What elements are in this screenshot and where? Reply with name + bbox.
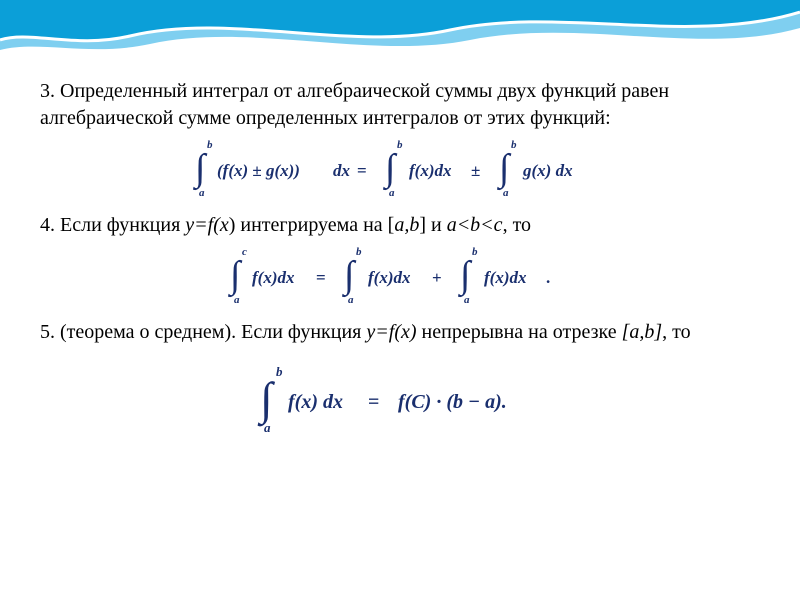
svg-text:a: a: [348, 294, 354, 305]
svg-text:=: =: [357, 161, 367, 180]
property-4-text: 4. Если функция y=f(x) интегрируема на […: [40, 212, 760, 239]
property-3-text: 3. Определенный интеграл от алгебраическ…: [40, 78, 760, 132]
svg-text:b: b: [207, 139, 213, 151]
svg-text:∫: ∫: [383, 147, 398, 191]
p4-cond: a<b<c: [447, 214, 503, 236]
svg-text:∫: ∫: [497, 147, 512, 191]
svg-text:a: a: [199, 187, 205, 198]
formula-1: ∫ b a (f(x) ± g(x)) dx = ∫ b a f(x)dx ± …: [40, 138, 760, 198]
p4-mid1: ) интегрируема на [: [229, 214, 395, 236]
svg-text:b: b: [276, 364, 283, 379]
p5-interval: [a,b]: [622, 321, 663, 343]
svg-text:f(x) dx: f(x) dx: [288, 391, 343, 413]
svg-text:f(x)dx: f(x)dx: [409, 161, 452, 180]
svg-text:.: .: [546, 268, 550, 287]
formula-2: ∫ с a f(x)dx = ∫ b a f(x)dx + ∫ b a f(x)…: [40, 245, 760, 305]
svg-text:a: a: [389, 187, 395, 198]
svg-text:+: +: [432, 268, 442, 287]
svg-text:a: a: [464, 294, 470, 305]
svg-text:∫: ∫: [342, 254, 357, 298]
svg-text:b: b: [397, 139, 403, 151]
svg-text:∫: ∫: [257, 373, 275, 427]
svg-text:f(C) · (b − a).: f(C) · (b − a).: [398, 391, 507, 413]
svg-text:∫: ∫: [228, 254, 243, 298]
svg-text:g(x) dx: g(x) dx: [522, 161, 573, 180]
svg-text:b: b: [356, 246, 362, 258]
content-area: 3. Определенный интеграл от алгебраическ…: [40, 78, 760, 448]
svg-text:f(x)dx: f(x)dx: [484, 268, 527, 287]
svg-text:b: b: [511, 139, 517, 151]
svg-text:=: =: [368, 391, 379, 413]
svg-text:=: =: [316, 268, 326, 287]
svg-text:f(x)dx: f(x)dx: [252, 268, 295, 287]
svg-text:a: a: [503, 187, 509, 198]
p4-mid2: ] и: [419, 214, 446, 236]
svg-text:(f(x) ± g(x)): (f(x) ± g(x)): [217, 161, 300, 180]
formula-3: ∫ b a f(x) dx = f(C) · (b − a).: [40, 364, 760, 434]
svg-text:f(x)dx: f(x)dx: [368, 268, 411, 287]
p5-prefix: 5. (теорема о среднем). Если функция: [40, 321, 366, 343]
svg-text:a: a: [234, 294, 240, 305]
header-wave: [0, 0, 800, 80]
p4-func: y=f(x: [185, 214, 228, 236]
p4-ab: a,b: [394, 214, 419, 236]
svg-text:a: a: [264, 420, 271, 434]
svg-text:∫: ∫: [458, 254, 473, 298]
p4-suffix: , то: [503, 214, 531, 236]
p5-func: y=f(x): [366, 321, 416, 343]
p5-suffix: , то: [662, 321, 690, 343]
svg-text:b: b: [472, 246, 478, 258]
svg-text:с: с: [242, 246, 247, 258]
p5-mid: непрерывна на отрезке: [417, 321, 622, 343]
svg-text:dx: dx: [333, 161, 351, 180]
property-5-text: 5. (теорема о среднем). Если функция y=f…: [40, 319, 760, 346]
p4-prefix: 4. Если функция: [40, 214, 185, 236]
svg-text:∫: ∫: [193, 147, 208, 191]
svg-text:±: ±: [471, 161, 480, 180]
